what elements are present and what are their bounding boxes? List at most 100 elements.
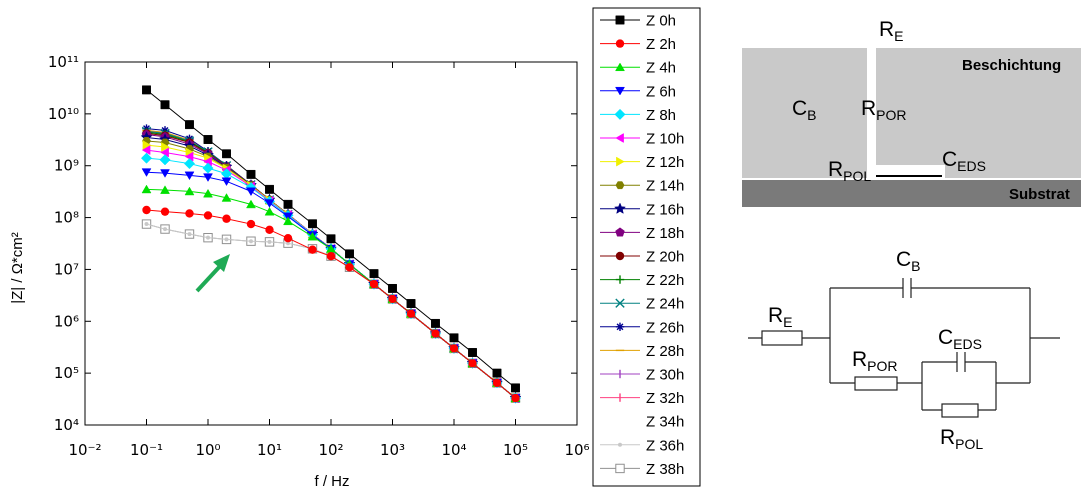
marker [406,309,416,318]
marker [307,231,318,241]
marker [431,329,440,338]
marker [511,393,520,403]
legend-entry: Z 8h [600,107,676,124]
substrate [742,180,1081,207]
annotation-arrow [195,262,224,293]
legend-entry: Z 14h [600,178,684,195]
label-sub: E [783,314,792,330]
marker [614,108,626,120]
marker [615,39,625,48]
marker [221,193,232,202]
legend-entry: Z 22h [600,272,684,289]
marker [185,120,194,130]
legend-label: Z 26h [646,319,684,336]
y-tick-label: 10⁸ [54,209,79,227]
label-text: C [792,97,807,120]
label-text: C [896,248,911,271]
x-tick-label: 10⁴ [441,441,466,459]
label-ceds: CEDS [942,148,986,174]
x-tick-label: 10⁰ [195,441,220,459]
legend-label: Z 10h [646,131,684,148]
legend-entry: Z 30h [600,367,684,384]
legend-label: Z 0h [646,13,676,30]
legend-label: Z 36h [646,437,684,454]
resistor-rpor [854,376,898,391]
marker [492,378,502,388]
marker [203,211,213,220]
label-text: R [828,158,843,181]
marker [449,344,459,353]
marker [615,298,625,308]
marker [468,359,477,368]
legend-entry: Z 26h [600,319,684,336]
marker [246,187,256,197]
x-tick-label: 10⁶ [564,441,589,459]
marker [141,184,152,194]
legend-entry: Z 10h [600,131,684,148]
legend-label: Z 28h [646,343,684,360]
legend-label: Z 16h [646,201,684,218]
legend-entry: Z 12h [600,154,684,171]
y-tick-label: 10⁹ [54,157,79,175]
x-tick-label: 10⁻² [68,441,101,459]
label-re: RE [768,304,793,330]
marker [160,207,170,216]
resistor-rpol [941,403,979,418]
legend-entry: Z 28h [600,343,684,360]
marker [202,162,214,174]
legend-entry: Z 20h [600,249,684,266]
marker [160,169,170,178]
legend-label: Z 8h [646,107,676,124]
marker [246,169,256,179]
series [142,205,520,403]
marker [615,86,625,96]
legend-label: Z 38h [646,461,684,478]
label-rpol: RPOL [940,426,983,452]
label-text: R [768,304,783,327]
annotation-arrow-head [213,254,230,272]
coating-left [742,48,867,178]
marker [615,133,624,143]
marker [345,263,354,272]
legend-entry: Z 34h [600,414,684,431]
legend-entry: Z 2h [600,36,676,53]
y-tick-label: 10⁷ [54,260,79,278]
marker [222,149,231,159]
legend-label: Z 14h [646,178,684,195]
marker [615,322,625,331]
marker [616,156,625,167]
label-sub: EDS [957,158,986,174]
legend-entry: Z 24h [600,296,684,313]
marker [264,206,275,216]
label-text: C [938,326,953,349]
marker [615,181,625,190]
label-text: R [861,97,876,120]
label-sub: POR [867,358,897,374]
label-text: C [942,148,957,171]
marker [141,145,151,156]
label-cb: CB [896,248,921,274]
marker [185,209,194,218]
label-sub: POL [843,168,871,184]
marker [406,299,416,308]
marker [615,15,625,25]
marker [618,442,622,447]
x-tick-label: 10⁵ [503,441,528,459]
series [142,85,520,393]
legend-entry: Z 16h [600,201,684,218]
label-sub: POR [876,107,906,123]
marker [160,185,170,194]
marker [159,154,171,166]
legend-label: Z 22h [646,272,684,289]
marker [163,227,168,232]
marker [326,251,336,261]
capacitor-plates [902,278,966,372]
marker [613,202,627,214]
label-sub: E [894,28,903,44]
label-text: R [879,18,894,41]
marker [160,100,170,110]
marker [144,222,149,227]
y-axis-label: |Z| / Ω*cm² [9,232,26,304]
